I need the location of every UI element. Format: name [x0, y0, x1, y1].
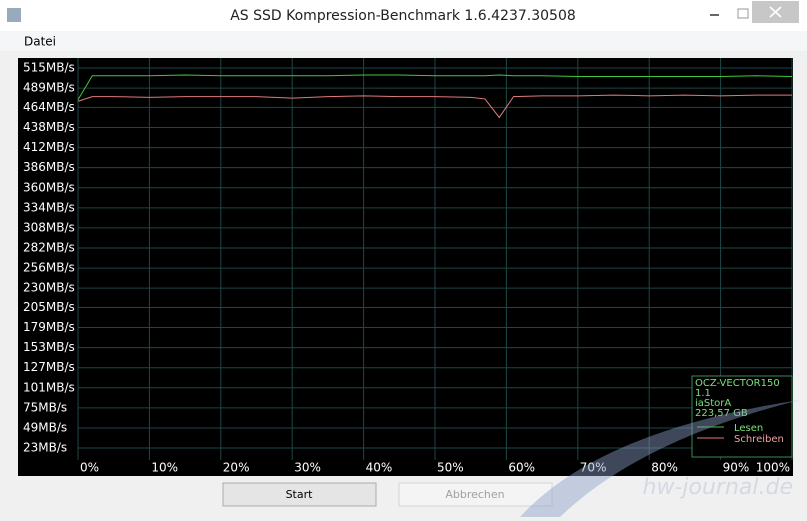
y-tick-label: 308MB/s [23, 220, 75, 234]
chart-area [18, 58, 793, 476]
y-tick-label: 360MB/s [23, 180, 75, 194]
legend-label: Lesen [734, 423, 763, 434]
drive-info: OCZ-VECTOR150 [695, 378, 780, 389]
y-tick-label: 334MB/s [23, 200, 75, 214]
x-tick-label: 40% [366, 461, 393, 475]
y-tick-label: 412MB/s [23, 140, 75, 154]
close-icon [769, 6, 782, 18]
app-icon [7, 8, 21, 22]
drive-info: 223,57 GB [695, 408, 748, 419]
x-tick-label: 20% [223, 461, 250, 475]
x-tick-label: 50% [437, 461, 464, 475]
y-tick-label: 464MB/s [23, 100, 75, 114]
window-title: AS SSD Kompression-Benchmark 1.6.4237.30… [230, 8, 576, 24]
watermark-swoosh [520, 400, 800, 517]
y-tick-label: 23MB/s [23, 441, 67, 455]
drive-info: iaStorA [695, 398, 731, 409]
y-tick-label: 438MB/s [23, 120, 75, 134]
button-label: Abbrechen [445, 488, 504, 501]
cancel-button[interactable] [398, 482, 553, 507]
x-tick-label: 80% [651, 461, 678, 475]
y-tick-label: 179MB/s [23, 320, 75, 334]
plot: 23MB/s 49MB/s 75MB/s 101MB/s 127MB/s 153MB/s 1… [23, 58, 793, 475]
x-tick-label: 0% [80, 461, 99, 475]
series-line [77, 94, 792, 119]
x-tick-label: 30% [294, 461, 321, 475]
y-tick-label: 515MB/s [23, 61, 75, 75]
y-tick-label: 282MB/s [23, 240, 75, 254]
legend-label: Schreiben [734, 434, 784, 445]
y-tick-label: 205MB/s [23, 300, 75, 314]
y-tick-label: 489MB/s [23, 81, 75, 95]
maximize-button[interactable] [737, 8, 749, 19]
title-bar [0, 0, 807, 31]
start-button[interactable] [222, 482, 377, 507]
y-tick-label: 49MB/s [23, 420, 67, 434]
series-line [77, 74, 793, 100]
y-tick-label: 386MB/s [23, 160, 75, 174]
x-tick-label: 60% [508, 461, 535, 475]
x-tick-label: 70% [580, 461, 607, 475]
button-label: Start [286, 488, 314, 501]
watermark: hw-journal.de [643, 475, 793, 500]
y-tick-label: 127MB/s [23, 360, 75, 374]
y-tick-label: 230MB/s [23, 281, 75, 295]
y-tick-label: 75MB/s [23, 400, 67, 414]
x-tick-label: 100% [756, 461, 790, 475]
legend-box [691, 375, 793, 458]
drive-info: 1.1 [695, 388, 711, 399]
y-tick-label: 256MB/s [23, 261, 75, 275]
x-tick-label: 10% [151, 461, 178, 475]
menu-bar [0, 31, 807, 51]
x-tick-label: 90% [723, 461, 750, 475]
y-tick-label: 153MB/s [23, 340, 75, 354]
menu-item[interactable]: Datei [24, 35, 56, 49]
y-tick-label: 101MB/s [23, 380, 75, 394]
